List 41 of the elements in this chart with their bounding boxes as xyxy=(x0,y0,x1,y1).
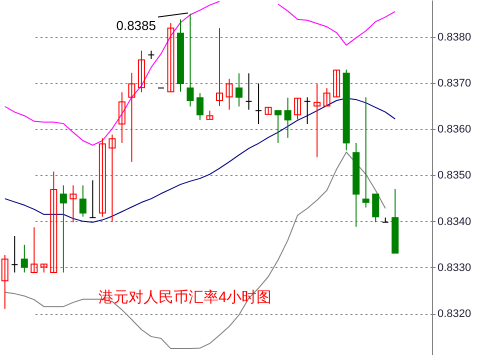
y-tick-label: 0.8380 xyxy=(438,31,472,44)
candlestick xyxy=(304,96,311,125)
candlestick xyxy=(1,254,8,310)
candlestick xyxy=(79,184,86,218)
candlestick xyxy=(128,72,136,162)
y-tick-label: 0.8330 xyxy=(438,262,472,274)
candlestick xyxy=(274,110,282,144)
candlestick xyxy=(11,236,18,273)
annotation: 0.8385 xyxy=(116,18,156,33)
candlestick xyxy=(70,184,77,223)
candlestick xyxy=(284,97,292,138)
candlestick xyxy=(226,78,233,110)
candlestick xyxy=(108,134,116,222)
y-tick-label: 0.8320 xyxy=(438,308,472,320)
candlestick xyxy=(236,72,243,107)
candlestick xyxy=(196,92,204,120)
candlestick xyxy=(245,72,252,110)
candlestick xyxy=(362,96,370,208)
candlestick xyxy=(186,13,194,107)
y-tick-label: 0.8350 xyxy=(438,170,472,182)
annotation: 港元对人民币汇率4小时图 xyxy=(98,289,272,306)
candlestick xyxy=(60,184,67,273)
y-tick-label: 0.8340 xyxy=(438,216,472,228)
candlestick xyxy=(20,244,28,273)
candlestick xyxy=(148,50,155,60)
candlestick xyxy=(89,180,96,218)
y-tick-label: 0.8370 xyxy=(438,77,472,90)
candlestick xyxy=(323,88,330,107)
candlestick xyxy=(138,50,145,93)
candlestick xyxy=(314,83,321,158)
candlestick xyxy=(294,98,302,120)
candlestick xyxy=(98,138,106,218)
candlestick xyxy=(118,92,126,144)
candlestick xyxy=(255,82,262,125)
candlestick xyxy=(167,22,174,92)
candlestick xyxy=(216,28,224,107)
candlestick xyxy=(333,70,340,98)
candlestick xyxy=(50,171,58,273)
candlestick xyxy=(30,226,38,273)
y-tick-label: 0.8360 xyxy=(438,124,472,136)
candlestick xyxy=(372,194,380,223)
